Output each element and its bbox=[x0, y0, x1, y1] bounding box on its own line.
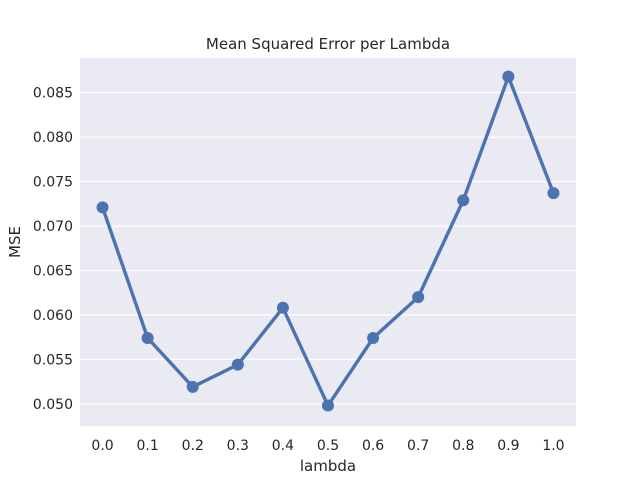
x-tick-label: 0.8 bbox=[452, 438, 474, 454]
x-axis-label: lambda bbox=[300, 457, 356, 475]
data-point bbox=[412, 291, 425, 304]
x-tick-label: 0.5 bbox=[317, 438, 339, 454]
y-tick-label: 0.065 bbox=[33, 263, 73, 279]
data-point bbox=[276, 301, 289, 314]
y-tick-label: 0.050 bbox=[33, 397, 73, 413]
data-point bbox=[186, 380, 199, 393]
y-tick-label: 0.055 bbox=[33, 352, 73, 368]
x-tick-label: 0.4 bbox=[272, 438, 294, 454]
x-tick-label: 0.9 bbox=[497, 438, 519, 454]
plot-area bbox=[80, 58, 576, 426]
x-tick-label: 1.0 bbox=[542, 438, 564, 454]
data-point bbox=[141, 332, 154, 344]
x-tick-label: 0.2 bbox=[182, 438, 204, 454]
data-point bbox=[502, 70, 515, 83]
y-tick-label: 0.070 bbox=[33, 219, 73, 235]
data-point bbox=[457, 194, 470, 207]
data-point bbox=[322, 399, 334, 412]
x-tick-label: 0.6 bbox=[362, 438, 384, 454]
chart-title: Mean Squared Error per Lambda bbox=[206, 35, 450, 53]
y-tick-label: 0.085 bbox=[33, 86, 73, 102]
y-tick-label: 0.075 bbox=[33, 175, 73, 191]
data-point bbox=[96, 201, 109, 214]
x-tick-label: 0.3 bbox=[227, 438, 249, 454]
grid-lines bbox=[80, 92, 576, 405]
y-axis-ticks: 0.050 0.055 0.060 0.065 0.070 0.075 0.080 0.085 bbox=[33, 86, 73, 413]
data-point bbox=[367, 332, 380, 344]
x-axis-ticks: 0.0 0.1 0.2 0.3 0.4 0.5 0.6 0.7 0.8 0.9 1.0 bbox=[91, 438, 564, 454]
data-point bbox=[231, 358, 244, 371]
y-tick-label: 0.080 bbox=[33, 130, 73, 146]
x-tick-label: 0.0 bbox=[91, 438, 113, 454]
y-axis-label: MSE bbox=[6, 226, 24, 258]
x-tick-label: 0.7 bbox=[407, 438, 429, 454]
data-point bbox=[547, 187, 560, 200]
series-layer bbox=[96, 70, 560, 412]
y-tick-label: 0.060 bbox=[33, 308, 73, 324]
x-tick-label: 0.1 bbox=[137, 438, 159, 454]
